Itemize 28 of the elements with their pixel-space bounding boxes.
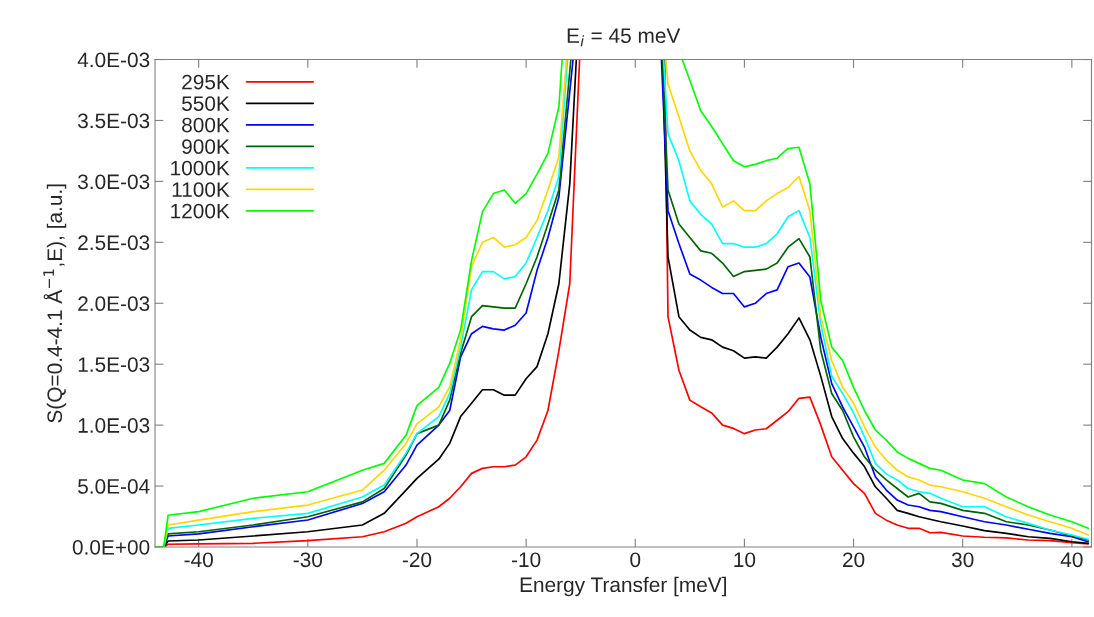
y-tick-label: 2.5E-03 — [78, 235, 150, 251]
x-tick-label: 0 — [630, 552, 641, 568]
chart-title: E$_{i}$ = 45 meV — [567, 28, 681, 47]
y-tick-label: 3.0E-03 — [77, 174, 150, 190]
y-tick-label: 1.5E-03 — [78, 357, 150, 372]
x-tick-label: -20 — [402, 552, 432, 568]
legend-label: 1200K — [171, 203, 230, 219]
x-tick-label: 30 — [951, 552, 974, 568]
legend-label: 1100K — [172, 182, 230, 197]
y-tick-label: 4.0E-03 — [77, 52, 150, 68]
legend-label: 900K — [182, 139, 230, 154]
y-tick-label: 3.5E-03 — [77, 113, 150, 129]
y-axis-title: S(Q=0.4-4.1 Å$^{−1}$,E), [a.u.] — [43, 184, 67, 423]
y-tick-label: 2.0E-03 — [78, 296, 150, 312]
legend-label: 550K — [182, 96, 230, 111]
y-tick-label: 0.0E+00 — [72, 539, 150, 555]
x-tick-label: -10 — [511, 552, 541, 568]
x-axis-title: Energy Transfer [meV] — [520, 576, 726, 597]
x-tick-label: -40 — [184, 552, 213, 568]
legend-label: 800K — [182, 117, 230, 133]
legend-label: 295K — [182, 74, 230, 90]
y-tick-label: 5.0E-04 — [78, 479, 150, 494]
y-tick-label: 1.0E-03 — [78, 418, 150, 433]
x-tick-label: 20 — [843, 552, 865, 568]
legend-label: 1000K — [171, 160, 230, 176]
x-tick-label: 40 — [1060, 552, 1083, 568]
x-tick-label: -30 — [293, 552, 323, 568]
x-tick-label: 10 — [734, 552, 756, 568]
